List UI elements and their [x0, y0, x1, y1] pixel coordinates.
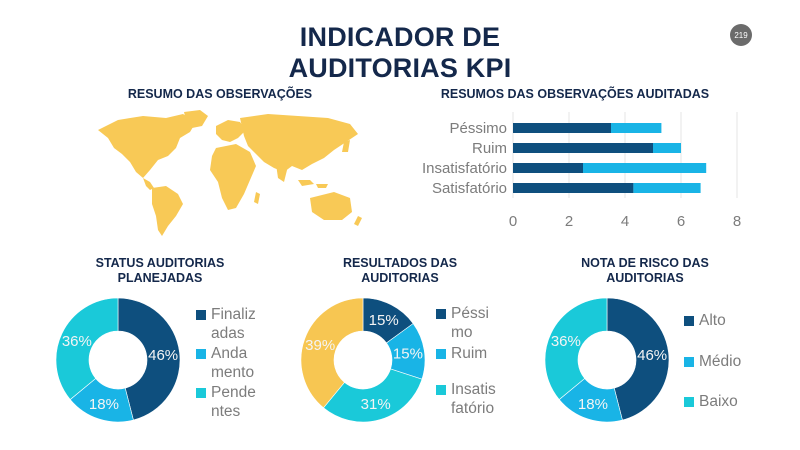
- legend-label: Insatis fatório: [451, 381, 496, 417]
- legend-swatch: [684, 397, 694, 407]
- donut2-section-title: RESULTADOS DAS AUDITORIAS: [315, 256, 485, 286]
- donut-value-label: 46%: [637, 347, 667, 364]
- page-number-badge: 219: [730, 24, 752, 46]
- donut3-section-title: NOTA DE RISCO DAS AUDITORIAS: [545, 256, 745, 286]
- bar-chart-category-labels: Péssimo Ruim Insatisfatório Satisfatório: [422, 120, 507, 197]
- legend-swatch: [684, 357, 694, 367]
- x-tick-label: 8: [733, 213, 741, 230]
- bar-section-title: RESUMOS DAS OBSERVAÇÕES AUDITADAS: [440, 87, 710, 101]
- title-line-1: INDICADOR DE: [299, 22, 501, 52]
- legend-label: Médio: [699, 353, 742, 370]
- donut-value-label: 39%: [305, 337, 335, 354]
- page-title: INDICADOR DE AUDITORIAS KPI: [200, 22, 600, 84]
- legend-item: Baixo: [684, 392, 764, 411]
- bar-segment-1: [513, 163, 583, 173]
- category-label: Insatisfatório: [422, 160, 507, 177]
- bar-segment-2: [611, 123, 662, 133]
- x-tick-label: 0: [509, 213, 517, 230]
- legend-swatch: [196, 310, 206, 320]
- legend-label: Anda mento: [211, 345, 255, 381]
- donut-chart-resultados: 15% 15% 31% 39%: [300, 297, 426, 423]
- legend-item: Insatis fatório: [436, 380, 516, 418]
- legend-swatch: [196, 388, 206, 398]
- donut-value-label: 31%: [361, 396, 391, 413]
- legend-swatch: [436, 309, 446, 319]
- donut-value-label: 36%: [551, 333, 581, 350]
- title-line-2: AUDITORIAS KPI: [288, 53, 512, 83]
- donut-slice: [606, 297, 670, 421]
- legend-item: Médio: [684, 352, 764, 371]
- donut3-title-line-2: AUDITORIAS: [606, 271, 684, 285]
- legend-item: Alto: [684, 311, 764, 330]
- legend-label: Finaliz adas: [211, 306, 256, 342]
- donut-value-label: 15%: [393, 345, 423, 362]
- donut1-section-title: STATUS AUDITORIAS PLANEJADAS: [60, 256, 260, 286]
- bar-segment-2: [633, 183, 701, 193]
- bar-segment-1: [513, 183, 634, 193]
- x-tick-label: 4: [621, 213, 629, 230]
- legend-item: Finaliz adas: [196, 305, 276, 343]
- bar-segment-1: [513, 143, 653, 153]
- bar-chart: Péssimo Ruim Insatisfatório Satisfatório 0 2…: [422, 112, 741, 230]
- donut-value-label: 18%: [89, 396, 119, 413]
- bar-chart-x-ticks: 0 2 4 6 8: [509, 213, 741, 230]
- legend-label: Péssi mo: [451, 305, 489, 341]
- donut-value-label: 36%: [62, 333, 92, 350]
- legend-label: Ruim: [451, 345, 488, 362]
- donut1-title-line-1: STATUS AUDITORIAS: [95, 256, 225, 270]
- donut-slice: [544, 297, 608, 400]
- bar-segment-2: [653, 143, 681, 153]
- donut-slice: [117, 297, 181, 421]
- category-label: Ruim: [472, 140, 507, 157]
- category-label: Péssimo: [449, 120, 507, 137]
- legend-item: Ruim: [436, 344, 516, 363]
- bar-segment-2: [583, 163, 707, 173]
- category-label: Satisfatório: [432, 180, 507, 197]
- legend-label: Pende ntes: [211, 384, 256, 420]
- donut-value-label: 18%: [578, 396, 608, 413]
- donut-chart-status: 46% 18% 36%: [55, 297, 181, 423]
- legend-label: Alto: [699, 312, 726, 329]
- donut-value-label: 46%: [148, 347, 178, 364]
- legend-item: Pende ntes: [196, 383, 276, 421]
- donut-chart-risco: 46% 18% 36%: [544, 297, 670, 423]
- donut2-title-line-1: RESULTADOS DAS: [342, 256, 458, 270]
- donut-value-label: 15%: [369, 312, 399, 329]
- donut-slice: [300, 297, 364, 409]
- legend-swatch: [436, 349, 446, 359]
- legend-item: Péssi mo: [436, 304, 516, 342]
- donut1-title-line-2: PLANEJADAS: [117, 271, 203, 285]
- donut-slice: [55, 297, 119, 400]
- donut3-title-line-1: NOTA DE RISCO DAS: [581, 256, 709, 270]
- legend-item: Anda mento: [196, 344, 276, 382]
- legend-swatch: [196, 349, 206, 359]
- bar-segment-1: [513, 123, 611, 133]
- legend-label: Baixo: [699, 393, 738, 410]
- donut2-title-line-2: AUDITORIAS: [361, 271, 439, 285]
- world-map-icon: [98, 110, 362, 236]
- donut-slice: [323, 368, 423, 423]
- x-tick-label: 6: [677, 213, 685, 230]
- map-section-title: RESUMO DAS OBSERVAÇÕES: [127, 87, 313, 101]
- x-tick-label: 2: [565, 213, 573, 230]
- bar-chart-bars: [513, 123, 707, 193]
- legend-swatch: [436, 385, 446, 395]
- legend-swatch: [684, 316, 694, 326]
